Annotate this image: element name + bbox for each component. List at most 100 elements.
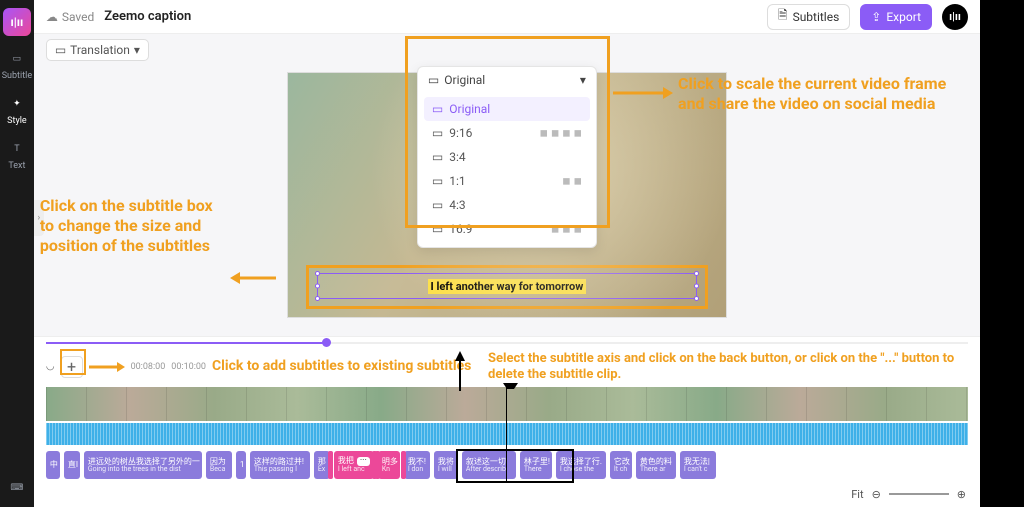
chevron-down-icon: ▾: [134, 43, 140, 57]
aspect-ratio-popover: ▭ Original ▾ ▭Original▭9:16◼◼◼◼▭3:4▭1:1◼…: [417, 66, 597, 248]
subtitle-clip[interactable]: 林子里!There: [520, 451, 552, 479]
subtitle-clip[interactable]: 黄色的料There ar: [636, 451, 676, 479]
ratio-option[interactable]: ▭ 16:9 ◼◼◼: [424, 217, 590, 241]
progress-knob[interactable]: [322, 338, 331, 347]
sidebar-item-subtitle[interactable]: ▭ Subtitle: [2, 50, 32, 81]
progress-bar[interactable]: [34, 337, 980, 347]
annotation-highlight: [306, 265, 708, 309]
subtitle-clip[interactable]: 它改It ch: [610, 451, 632, 479]
ratio-shape-icon: ▭: [432, 222, 443, 236]
ratio-option-label: 4:3: [449, 198, 465, 212]
resize-handle[interactable]: [315, 271, 320, 276]
subtitle-icon: ▭: [8, 50, 26, 68]
arrow-icon: [230, 266, 276, 290]
subtitle-clip[interactable]: 我把···I left anc: [334, 451, 374, 479]
ratio-option[interactable]: ▭ 1:1 ◼◼: [424, 169, 590, 193]
resize-handle[interactable]: [694, 296, 699, 301]
subtitle-clip[interactable]: 我选择了行.I chose the: [556, 451, 606, 479]
export-icon: ⇪: [871, 10, 881, 24]
subtitles-icon: 🗎: [778, 6, 788, 27]
subtitles-button[interactable]: 🗎 Subtitles: [767, 4, 850, 30]
logo[interactable]: ı|ıı: [3, 8, 31, 36]
translation-button[interactable]: ▭ Translation ▾: [46, 39, 149, 61]
subtitle-clip[interactable]: 我不!I don: [404, 451, 430, 479]
sidebar-label: Subtitle: [2, 71, 32, 81]
social-icons: ◼◼: [562, 176, 582, 187]
ratio-option-label: 9:16: [449, 126, 472, 140]
ratio-option[interactable]: ▭Original: [424, 97, 590, 121]
subtitle-box[interactable]: I left another way for tomorrow: [317, 273, 697, 299]
marker-icon[interactable]: ◡: [46, 361, 55, 372]
sidebar: ı|ıı ▭ Subtitle ✦ Style T Text ⌨: [0, 0, 34, 507]
keyboard-icon: ⌨: [8, 479, 26, 497]
social-icons: ◼◼◼: [551, 224, 582, 235]
subtitle-clip[interactable]: 1: [236, 451, 246, 479]
subtitle-clip[interactable]: 进远处的树丛我选择了另外的一Going into the trees in th…: [84, 451, 202, 479]
subtitle-clip[interactable]: 明多Kn: [378, 451, 400, 479]
avatar-button[interactable]: ı|ıı: [942, 4, 968, 30]
sidebar-label: Style: [7, 116, 27, 126]
resize-handle[interactable]: [694, 284, 699, 289]
subtitle-text: I left another way for tomorrow: [428, 279, 587, 294]
ratio-shape-icon: ▭: [432, 150, 443, 164]
fit-button[interactable]: Fit: [851, 488, 863, 501]
toolbar2: ▭ Translation ▾: [34, 34, 980, 66]
ratio-current[interactable]: ▭ Original ▾: [418, 67, 596, 93]
ratio-shape-icon: ▭: [432, 174, 443, 188]
project-title: Zeemo caption: [104, 9, 191, 24]
export-button[interactable]: ⇪ Export: [860, 4, 932, 30]
timeline-controls: ◡ + 00:08:00 00:10:00 Click to add subti…: [34, 347, 980, 386]
sidebar-item-style[interactable]: ✦ Style: [7, 95, 27, 126]
zoom-in-button[interactable]: ⊕: [957, 488, 966, 501]
saved-label: Saved: [62, 10, 94, 24]
timeline: ◡ + 00:08:00 00:10:00 Click to add subti…: [34, 336, 980, 507]
arrow-icon: [89, 357, 125, 377]
ratio-icon: ▭: [428, 73, 439, 87]
subtitle-clip[interactable]: 中: [46, 451, 60, 479]
ratio-option[interactable]: ▭ 3:4: [424, 145, 590, 169]
topbar: ☁ Saved Zeemo caption 🗎 Subtitles ⇪ Expo…: [34, 0, 980, 34]
annotation-subbox: Click on the subtitle box to change the …: [40, 196, 230, 256]
ratio-option[interactable]: ▭9:16◼◼◼◼: [424, 121, 590, 145]
zoom-bar: Fit ⊖ ⊕: [34, 481, 980, 507]
subtitle-clip[interactable]: 这样的路过并!This passing I: [250, 451, 310, 479]
annotation-add: Click to add subtitles to existing subti…: [212, 358, 472, 376]
timecode-b: 00:10:00: [171, 362, 206, 372]
translation-label: Translation: [70, 43, 130, 57]
resize-handle[interactable]: [315, 296, 320, 301]
sidebar-item-keyboard[interactable]: ⌨: [8, 479, 26, 497]
add-subtitle-button[interactable]: +: [61, 356, 83, 378]
ratio-option-label: 3:4: [449, 150, 465, 164]
subtitle-clip[interactable]: 叙述这一切After describ: [462, 451, 516, 479]
main: › ☁ Saved Zeemo caption 🗎 Subtitles ⇪ Ex…: [34, 0, 980, 507]
export-btn-label: Export: [886, 10, 921, 24]
timecode-a: 00:08:00: [131, 362, 166, 372]
ratio-option[interactable]: ▭4:3: [424, 193, 590, 217]
playhead[interactable]: [506, 387, 507, 483]
subtitle-clip[interactable]: 我将I will: [434, 451, 458, 479]
ratio-current-label: Original: [444, 73, 485, 87]
subtitle-clip[interactable]: 直I: [64, 451, 80, 479]
resize-handle[interactable]: [315, 284, 320, 289]
subtitle-clip[interactable]: 我无法|I can't c: [680, 451, 716, 479]
resize-handle[interactable]: [694, 271, 699, 276]
ratio-option-label: 16:9: [449, 222, 472, 236]
waveform-track[interactable]: [46, 423, 968, 445]
stage: I left another way for tomorrow ▭ Origin…: [34, 66, 980, 336]
ratio-option-label: 1:1: [449, 174, 465, 188]
cloud-icon: ☁: [46, 10, 58, 24]
ratio-option-label: Original: [449, 102, 490, 116]
saved-status: ☁ Saved: [46, 10, 94, 24]
sidebar-label: Text: [8, 161, 25, 171]
sidebar-item-text[interactable]: T Text: [8, 140, 26, 171]
zoom-slider[interactable]: [889, 493, 949, 495]
annotation-select: Select the subtitle axis and click on th…: [488, 351, 968, 384]
subtitle-clip[interactable]: 因为Beca: [206, 451, 232, 479]
style-icon: ✦: [8, 95, 26, 113]
zoom-out-button[interactable]: ⊖: [872, 488, 881, 501]
social-icons: ◼◼◼◼: [540, 128, 582, 139]
text-icon: T: [8, 140, 26, 158]
chevron-down-icon: ▾: [580, 73, 586, 87]
subtitle-track[interactable]: 中直I进远处的树丛我选择了另外的一Going into the trees in…: [46, 449, 968, 481]
subtitles-btn-label: Subtitles: [793, 10, 840, 24]
